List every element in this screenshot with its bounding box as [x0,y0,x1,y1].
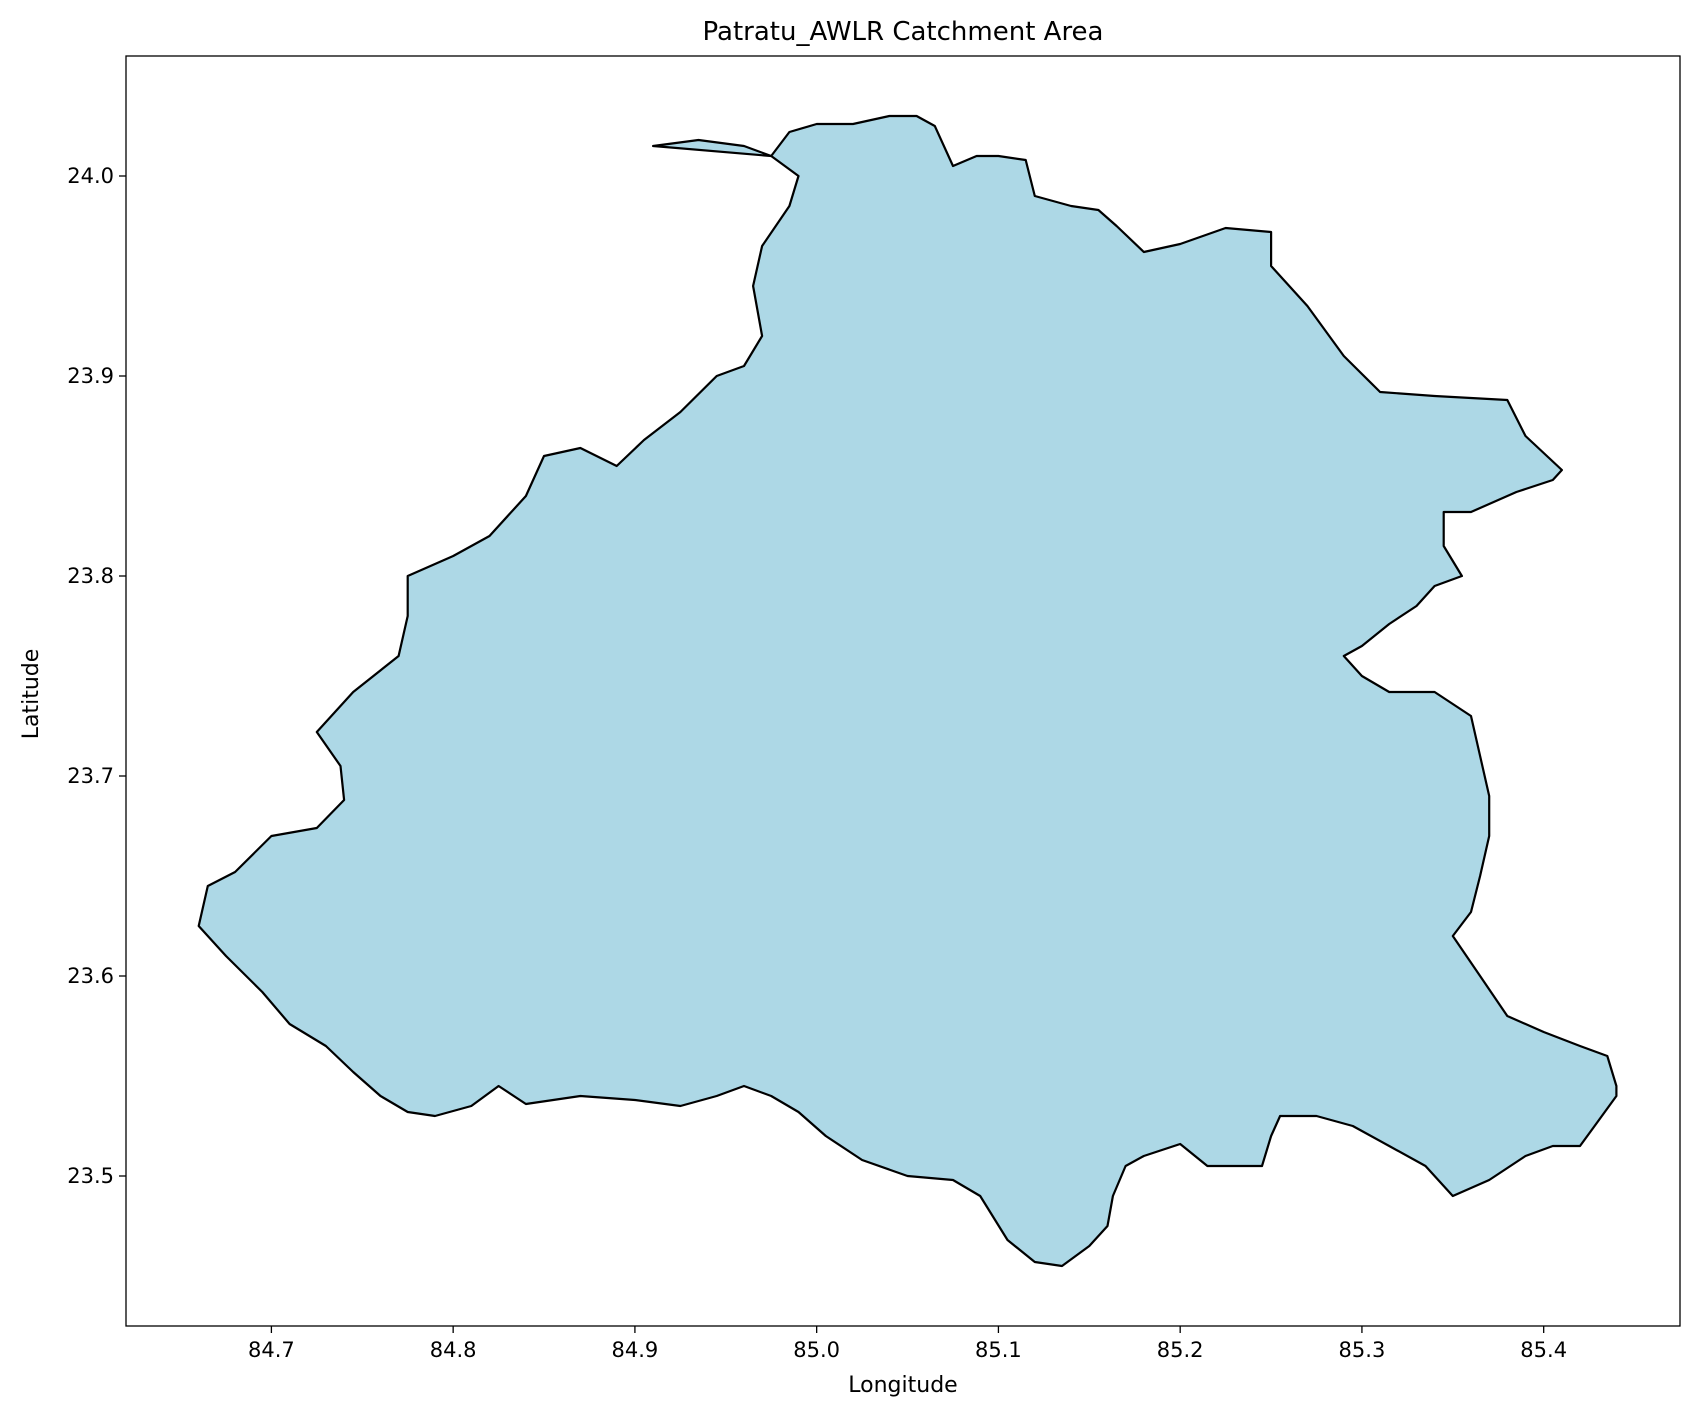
x-tick-label: 85.1 [975,1338,1022,1362]
x-tick-label: 84.7 [248,1338,295,1362]
y-axis-label: Latitude [19,649,44,740]
y-tick-label: 23.8 [67,564,114,588]
axes: 84.7 84.8 84.9 85.0 85.1 85.2 85.3 85.4 23.5 23.6… [67,55,1681,1362]
x-tick-label: 85.4 [1520,1338,1567,1362]
y-tick-label: 23.6 [67,964,114,988]
y-tick-label: 23.9 [67,364,114,388]
catchment-polygon [197,114,1618,1268]
y-tick-label: 24.0 [67,164,114,188]
x-tick-label: 84.9 [612,1338,659,1362]
axes-frame [125,55,1681,1327]
chart-title: Patratu_AWLR Catchment Area [703,17,1104,47]
x-axis-label: Longitude [848,1373,957,1398]
x-tick-label: 84.8 [430,1338,477,1362]
x-tick-label: 85.2 [1157,1338,1204,1362]
x-tick-label: 85.3 [1339,1338,1386,1362]
y-tick-label: 23.5 [67,1164,114,1188]
x-tick-label: 85.0 [793,1338,840,1362]
y-tick-label: 23.7 [67,764,114,788]
